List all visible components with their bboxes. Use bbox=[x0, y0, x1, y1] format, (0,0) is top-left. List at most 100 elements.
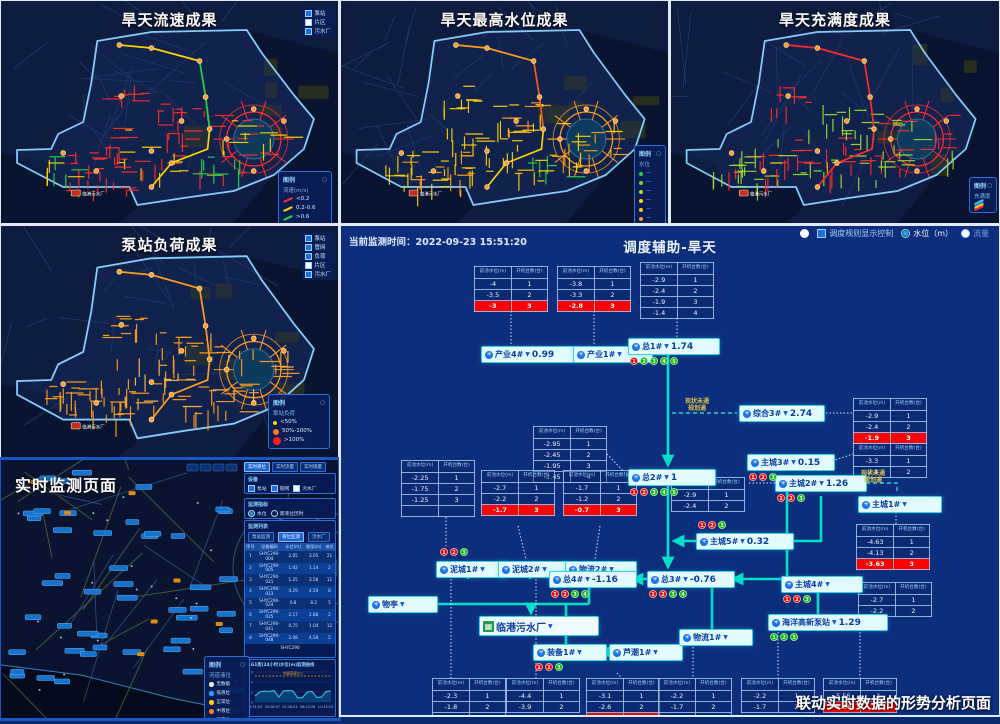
layer-checkbox[interactable] bbox=[305, 27, 313, 35]
monitor-table-row[interactable]: 8 SHYC290- 048 2.08 4.58 5 bbox=[245, 632, 335, 645]
monitor-tab[interactable]: 实时雨量 bbox=[300, 462, 326, 472]
level-map-canvas[interactable]: 临港污水厂 bbox=[341, 1, 668, 223]
monitor-map-alarm-tag[interactable] bbox=[215, 621, 223, 626]
monitor-map-station-tag[interactable] bbox=[170, 637, 191, 644]
monitor-table-row[interactable]: 4 SHYC290- 023 4.29 4.59 8 bbox=[245, 585, 335, 598]
station-node-zong1[interactable]: ✳ 总1# ▼ 1.74 bbox=[628, 338, 720, 355]
monitor-map-station-tag[interactable] bbox=[54, 573, 71, 579]
flow-radio[interactable] bbox=[961, 229, 970, 238]
monitor-map-station-tag[interactable] bbox=[93, 530, 112, 536]
monitor-map-station-tag[interactable] bbox=[144, 531, 162, 537]
legend-collapse-icon[interactable]: ▢ bbox=[322, 176, 327, 183]
monitor-tab[interactable]: 实时流量 bbox=[272, 462, 298, 472]
monitor-table-row[interactable]: 7 SHYC290- 041 0.75 1.04 12 bbox=[245, 620, 335, 633]
monitor-map-alarm-tag[interactable] bbox=[150, 619, 158, 624]
list-filter-button[interactable]: 污水厂 bbox=[308, 532, 330, 542]
monitor-map-station-tag[interactable] bbox=[170, 533, 185, 539]
monitor-map-station-tag[interactable] bbox=[219, 576, 238, 582]
layer-checkbox[interactable] bbox=[305, 18, 313, 26]
station-node-zong4[interactable]: ✳ 总4# ▼ -1.16 bbox=[549, 571, 637, 588]
monitor-map-station-tag[interactable] bbox=[113, 581, 134, 587]
layer-checkbox[interactable] bbox=[305, 9, 313, 17]
list-filter-button[interactable]: 液位监测 bbox=[278, 532, 304, 542]
velocity-layer-toggles[interactable]: 泵站 片区 污水厂 bbox=[302, 7, 334, 37]
load-layer-toggles[interactable]: 泵站 管网 负荷 片区 污水厂 bbox=[302, 232, 334, 280]
water-level-radio[interactable] bbox=[901, 229, 911, 238]
monitor-map-station-tag[interactable] bbox=[24, 614, 42, 620]
monitor-map-station-tag[interactable] bbox=[182, 668, 203, 675]
legend-collapse-icon[interactable]: ▢ bbox=[240, 661, 245, 668]
monitor-map-station-tag[interactable] bbox=[122, 649, 141, 655]
map-toolbar-chip[interactable] bbox=[212, 463, 225, 472]
station-node-haiyang[interactable]: ✳ 海洋高新泵站 ▼ 1.29 bbox=[768, 614, 888, 631]
legend-collapse-icon[interactable]: ▢ bbox=[656, 150, 661, 157]
layer-toggle[interactable]: 片区 bbox=[305, 261, 331, 269]
layer-toggle[interactable]: 污水厂 bbox=[305, 270, 331, 278]
map-toolbar-chip[interactable] bbox=[199, 463, 212, 472]
station-node-zhucheng5[interactable]: ✳ 主城5# ▼ 0.32 bbox=[696, 533, 794, 550]
layer-checkbox[interactable] bbox=[305, 252, 313, 260]
legend-collapse-icon[interactable]: ▢ bbox=[987, 182, 992, 189]
monitor-map-station-tag[interactable] bbox=[64, 648, 85, 654]
monitor-map-station-tag[interactable] bbox=[41, 580, 63, 586]
monitor-map-station-tag[interactable] bbox=[125, 519, 140, 525]
monitor-map-station-tag[interactable] bbox=[92, 644, 108, 651]
metric-option[interactable]: 水位 bbox=[248, 510, 267, 517]
monitor-map-station-tag[interactable] bbox=[135, 484, 153, 490]
layer-checkbox[interactable] bbox=[305, 234, 313, 242]
monitor-map-station-tag[interactable] bbox=[53, 478, 71, 484]
station-node-plant[interactable]: ▦ 临港污水厂 ▼ bbox=[479, 616, 599, 636]
fullness-map-canvas[interactable]: 临港污水厂 bbox=[671, 1, 999, 223]
layer-toggle[interactable]: 片区 bbox=[305, 18, 331, 26]
monitor-map-station-tag[interactable] bbox=[36, 675, 55, 681]
monitor-map-station-tag[interactable] bbox=[39, 475, 57, 482]
station-node-zhucheng2[interactable]: ✳ 主城2# ▼ 1.26 bbox=[775, 475, 867, 492]
device-checkbox[interactable] bbox=[293, 485, 301, 492]
velocity-map-canvas[interactable]: 临港污水厂 bbox=[1, 1, 338, 223]
monitor-map-station-tag[interactable] bbox=[54, 678, 70, 685]
station-node-zhucheng1[interactable]: ✳ 主城1# ▼ bbox=[858, 496, 942, 513]
map-toolbar-chip[interactable] bbox=[186, 463, 199, 472]
layer-checkbox[interactable] bbox=[305, 270, 313, 278]
legend-collapse-icon[interactable]: ▢ bbox=[320, 399, 325, 406]
monitor-map-alarm-tag[interactable] bbox=[173, 578, 181, 583]
station-node-zhuangbei1[interactable]: ✳ 装备1# ▼ bbox=[533, 644, 607, 661]
monitor-map-station-tag[interactable] bbox=[190, 605, 209, 612]
monitor-map-station-tag[interactable] bbox=[33, 508, 51, 514]
monitor-table-row[interactable]: 6 SHYC290- 025 2.17 2.88 2 bbox=[245, 609, 335, 621]
station-node-luchao1[interactable]: ✳ 芦潮1# ▼ bbox=[609, 644, 683, 661]
monitor-map-station-tag[interactable] bbox=[10, 669, 25, 675]
monitor-map-alarm-tag[interactable] bbox=[128, 491, 136, 496]
list-filter-button[interactable]: 泵站监测 bbox=[248, 532, 274, 542]
monitor-map-station-tag[interactable] bbox=[116, 595, 138, 601]
metric-radio[interactable] bbox=[248, 510, 255, 517]
station-node-zhucheng4[interactable]: ✳ 主城4# ▼ bbox=[781, 576, 863, 593]
station-node-wuting[interactable]: ✳ 物亭 ▼ bbox=[368, 596, 438, 613]
monitor-map-station-tag[interactable] bbox=[8, 649, 26, 655]
monitor-map-station-tag[interactable] bbox=[57, 623, 72, 629]
monitor-map-station-tag[interactable] bbox=[216, 611, 236, 617]
station-node-chanye4[interactable]: ✳ 产业4# ▼ 0.99 bbox=[481, 346, 575, 363]
monitor-map-station-tag[interactable] bbox=[189, 584, 212, 591]
station-node-wuliu1[interactable]: ✳ 物流1# ▼ bbox=[679, 629, 753, 646]
monitor-map-station-tag[interactable] bbox=[80, 651, 97, 657]
station-node-zong2[interactable]: ✳ 总2# ▼ 1 bbox=[628, 469, 716, 486]
monitor-table-row[interactable]: 1 SHYC290- 004 2.05 3.05 21 bbox=[245, 551, 335, 563]
monitor-map-station-tag[interactable] bbox=[53, 527, 72, 533]
device-toggle[interactable]: 泵站 bbox=[248, 485, 267, 492]
monitor-map-station-tag[interactable] bbox=[109, 565, 128, 571]
monitor-table-row[interactable]: 2 SHYC290- 005 1.02 1.14 2 bbox=[245, 562, 335, 575]
monitor-map-alarm-tag[interactable] bbox=[137, 652, 145, 657]
monitor-map-station-tag[interactable] bbox=[77, 630, 99, 637]
layer-toggle[interactable]: 负荷 bbox=[305, 252, 331, 260]
monitor-map-station-tag[interactable] bbox=[215, 506, 230, 513]
monitor-tab[interactable]: 实时液位 bbox=[244, 462, 270, 472]
monitor-map-station-tag[interactable] bbox=[176, 614, 198, 621]
monitor-tabs[interactable]: 实时液位 实时流量 实时雨量 bbox=[244, 462, 326, 472]
metric-radio[interactable] bbox=[270, 510, 278, 517]
monitor-map-alarm-tag[interactable] bbox=[30, 479, 38, 484]
layer-checkbox[interactable] bbox=[305, 261, 313, 269]
device-checkbox[interactable] bbox=[248, 485, 255, 492]
device-checkbox[interactable] bbox=[270, 485, 278, 492]
monitor-table-row[interactable]: 5 SHYC290- 024 0.8 8.2 5 bbox=[245, 597, 335, 610]
